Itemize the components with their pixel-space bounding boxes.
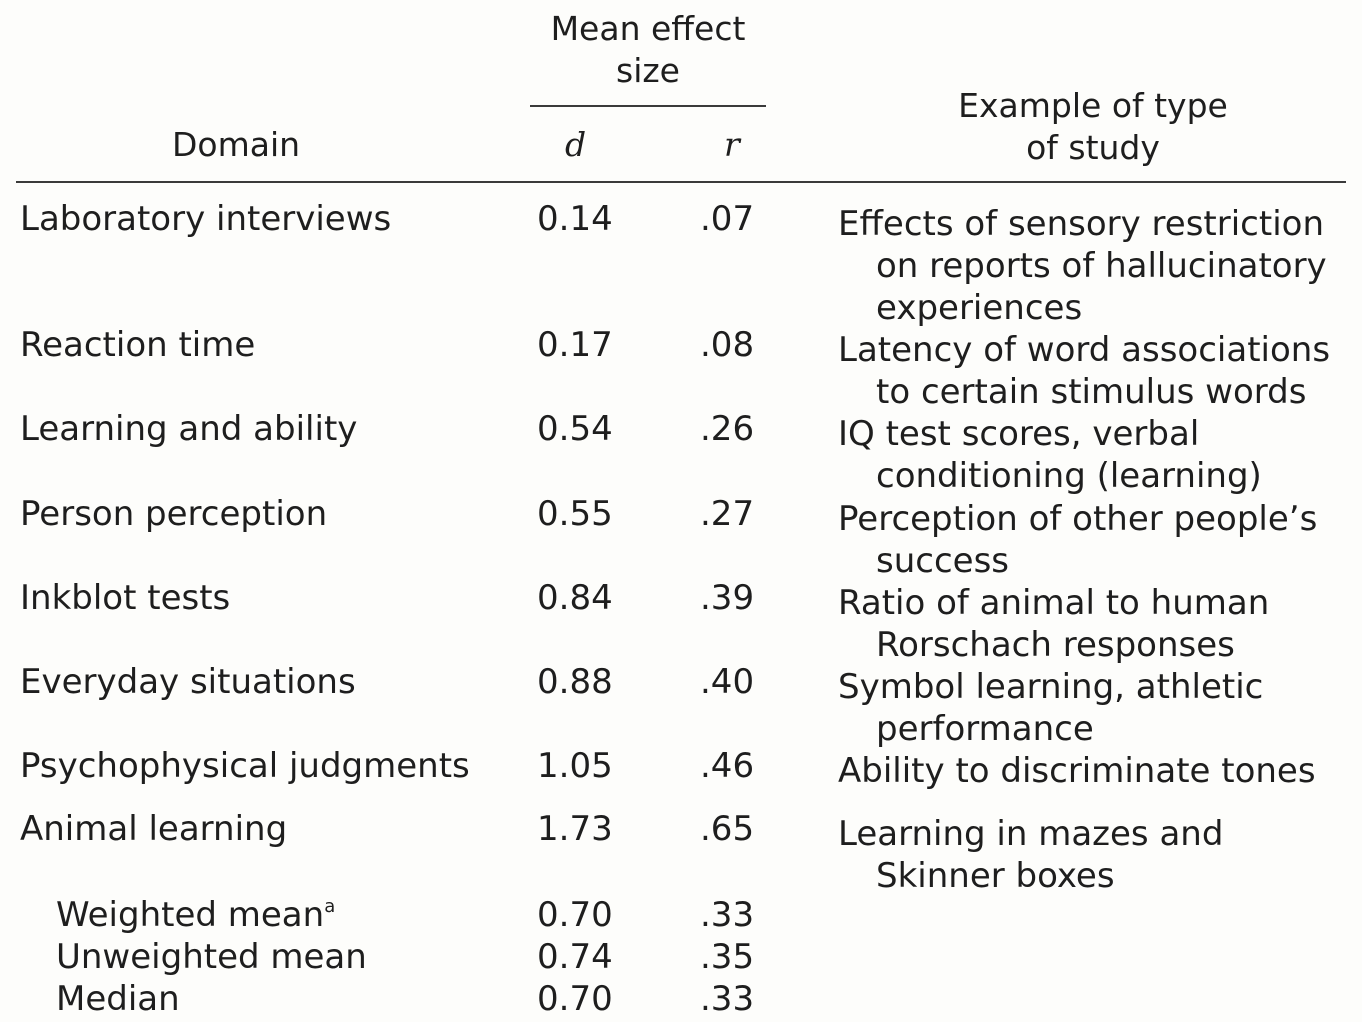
summary-label: Median: [56, 982, 180, 1016]
row-example-line: experiences: [876, 288, 1083, 328]
row-domain: Reaction time: [20, 325, 256, 365]
summary-d-value: 0.70: [537, 895, 613, 935]
row-example-line: on reports of hallucinatory: [876, 246, 1327, 286]
row-r-value: .65: [700, 809, 755, 849]
row-r-value: .46: [700, 746, 755, 786]
row-domain: Inkblot tests: [20, 578, 231, 618]
row-r-value: .26: [700, 409, 755, 449]
summary-r-value: .35: [700, 937, 755, 977]
row-example-line: Skinner boxes: [876, 856, 1115, 896]
row-example-line: to certain stimulus words: [876, 372, 1307, 412]
summary-r-value: .33: [700, 895, 755, 935]
header-r: r: [724, 125, 740, 164]
row-example-line: success: [876, 541, 1009, 581]
summary-label-text: Weighted mean: [56, 895, 325, 935]
row-d-value: 0.17: [537, 325, 613, 365]
row-example-line: Effects of sensory restriction: [838, 204, 1324, 244]
row-domain: Animal learning: [20, 809, 288, 849]
row-d-value: 0.84: [537, 578, 613, 618]
header-rule: [16, 181, 1346, 183]
row-domain: Person perception: [20, 494, 328, 534]
row-example-line: Perception of other people’s: [838, 499, 1318, 539]
row-domain: Everyday situations: [20, 662, 356, 702]
row-example-line: Symbol learning, athletic: [838, 667, 1264, 707]
summary-d-value: 0.70: [537, 979, 613, 1019]
row-d-value: 0.54: [537, 409, 613, 449]
header-mean-effect-line1: Mean effect: [550, 9, 746, 48]
summary-label: Unweighted mean: [56, 940, 367, 974]
header-mean-effect-line2: size: [616, 51, 680, 90]
row-r-value: .39: [700, 578, 755, 618]
row-d-value: 1.73: [537, 809, 613, 849]
header-example-line2: of study: [1026, 128, 1160, 167]
row-example-line: Rorschach responses: [876, 625, 1235, 665]
row-d-value: 1.05: [537, 746, 613, 786]
row-example-line: Ratio of animal to human: [838, 583, 1270, 623]
row-example-line: performance: [876, 709, 1094, 749]
row-example-line: Ability to discriminate tones: [838, 751, 1316, 791]
row-example-line: conditioning (learning): [876, 456, 1262, 496]
summary-r-value: .33: [700, 979, 755, 1019]
row-example-line: Latency of word associations: [838, 330, 1331, 370]
row-example-line: IQ test scores, verbal: [838, 414, 1200, 454]
row-domain: Learning and ability: [20, 409, 358, 449]
summary-label-text: Median: [56, 979, 180, 1019]
header-domain: Domain: [172, 125, 301, 164]
row-example-line: Learning in mazes and: [838, 814, 1224, 854]
row-r-value: .07: [700, 199, 755, 239]
row-d-value: 0.14: [537, 199, 613, 239]
summary-d-value: 0.74: [537, 937, 613, 977]
header-example-line1: Example of type: [958, 86, 1228, 125]
row-domain: Psychophysical judgments: [20, 746, 470, 786]
row-domain: Laboratory interviews: [20, 199, 392, 239]
footnote-marker: a: [324, 896, 336, 917]
header-d: d: [565, 125, 587, 164]
spanner-rule: [530, 105, 766, 107]
row-r-value: .08: [700, 325, 755, 365]
summary-label: Weighted meana: [56, 895, 336, 935]
row-r-value: .40: [700, 662, 755, 702]
row-r-value: .27: [700, 494, 755, 534]
summary-label-text: Unweighted mean: [56, 937, 367, 977]
row-d-value: 0.88: [537, 662, 613, 702]
row-d-value: 0.55: [537, 494, 613, 534]
